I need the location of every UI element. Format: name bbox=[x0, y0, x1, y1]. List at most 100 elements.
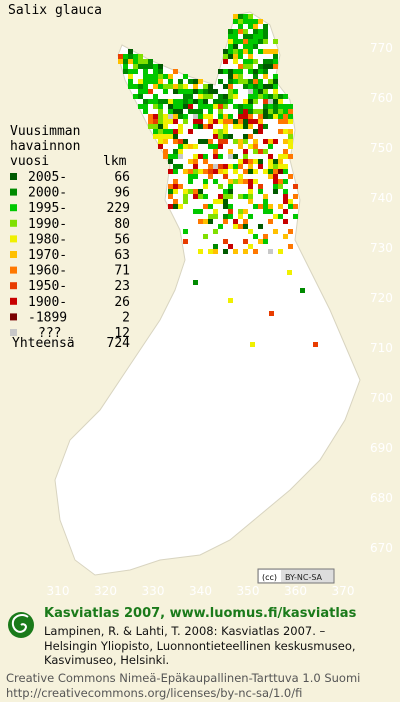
record-cell bbox=[268, 204, 273, 209]
record-cell bbox=[198, 219, 203, 224]
record-cell bbox=[188, 89, 193, 94]
record-cell bbox=[248, 144, 253, 149]
record-cell bbox=[123, 54, 128, 59]
record-cell bbox=[258, 119, 263, 124]
record-cell bbox=[153, 104, 158, 109]
record-cell bbox=[198, 209, 203, 214]
record-cell bbox=[238, 64, 243, 69]
record-cell bbox=[233, 59, 238, 64]
y-grid-label: 730 bbox=[370, 241, 393, 255]
record-cell bbox=[223, 204, 228, 209]
record-cell bbox=[203, 94, 208, 99]
record-cell bbox=[223, 199, 228, 204]
record-cell bbox=[287, 270, 292, 275]
record-cell bbox=[228, 84, 233, 89]
record-cell bbox=[223, 134, 228, 139]
record-cell bbox=[273, 229, 278, 234]
record-cell bbox=[238, 139, 243, 144]
record-cell bbox=[178, 139, 183, 144]
record-cell bbox=[143, 74, 148, 79]
record-cell bbox=[193, 209, 198, 214]
record-cell bbox=[173, 154, 178, 159]
record-cell bbox=[183, 119, 188, 124]
record-cell bbox=[248, 69, 253, 74]
record-cell bbox=[253, 159, 258, 164]
record-cell bbox=[218, 104, 223, 109]
record-cell bbox=[143, 99, 148, 104]
record-cell bbox=[208, 94, 213, 99]
record-cell bbox=[243, 249, 248, 254]
y-grid-label: 680 bbox=[370, 491, 393, 505]
record-cell bbox=[278, 214, 283, 219]
legend-count: 12 bbox=[114, 326, 130, 341]
record-cell bbox=[238, 174, 243, 179]
record-cell bbox=[238, 159, 243, 164]
record-cell bbox=[218, 224, 223, 229]
record-cell bbox=[228, 298, 233, 303]
record-cell bbox=[223, 169, 228, 174]
record-cell bbox=[213, 89, 218, 94]
record-cell bbox=[288, 104, 293, 109]
record-cell bbox=[273, 49, 278, 54]
y-grid-label: 690 bbox=[370, 441, 393, 455]
x-grid-label: 320 bbox=[94, 584, 117, 598]
legend-count: 71 bbox=[114, 264, 130, 279]
legend-column: vuosi bbox=[10, 154, 49, 169]
record-cell bbox=[243, 14, 248, 19]
record-cell bbox=[263, 149, 268, 154]
record-cell bbox=[263, 199, 268, 204]
record-cell bbox=[163, 74, 168, 79]
record-cell bbox=[198, 169, 203, 174]
record-cell bbox=[168, 169, 173, 174]
record-cell bbox=[263, 39, 268, 44]
record-cell bbox=[138, 54, 143, 59]
record-cell bbox=[193, 124, 198, 129]
record-cell bbox=[258, 64, 263, 69]
record-cell bbox=[158, 79, 163, 84]
record-cell bbox=[228, 209, 233, 214]
legend-count: 2 bbox=[122, 310, 130, 325]
record-cell bbox=[243, 194, 248, 199]
record-cell bbox=[213, 154, 218, 159]
legend-label: 1970- bbox=[28, 248, 67, 263]
record-cell bbox=[213, 129, 218, 134]
record-cell bbox=[243, 99, 248, 104]
record-cell bbox=[208, 249, 213, 254]
record-cell bbox=[168, 119, 173, 124]
record-cell bbox=[163, 134, 168, 139]
y-grid-label: 670 bbox=[370, 541, 393, 555]
record-cell bbox=[188, 79, 193, 84]
record-cell bbox=[288, 174, 293, 179]
record-cell bbox=[208, 164, 213, 169]
record-cell bbox=[188, 94, 193, 99]
record-cell bbox=[243, 159, 248, 164]
record-cell bbox=[223, 104, 228, 109]
record-cell bbox=[253, 144, 258, 149]
record-cell bbox=[183, 94, 188, 99]
record-cell bbox=[183, 74, 188, 79]
record-cell bbox=[263, 89, 268, 94]
legend-count: 80 bbox=[114, 217, 130, 232]
record-cell bbox=[238, 74, 243, 79]
record-cell bbox=[118, 54, 123, 59]
record-cell bbox=[258, 204, 263, 209]
record-cell bbox=[173, 119, 178, 124]
record-cell bbox=[233, 49, 238, 54]
record-cell bbox=[268, 174, 273, 179]
record-cell bbox=[238, 24, 243, 29]
record-cell bbox=[253, 79, 258, 84]
record-cell bbox=[268, 114, 273, 119]
record-cell bbox=[218, 99, 223, 104]
record-cell bbox=[263, 29, 268, 34]
record-cell bbox=[213, 119, 218, 124]
legend-count: 66 bbox=[114, 170, 130, 185]
record-cell bbox=[243, 134, 248, 139]
record-cell bbox=[278, 94, 283, 99]
record-cell bbox=[243, 149, 248, 154]
x-grid-label: 310 bbox=[47, 584, 70, 598]
record-cell bbox=[278, 249, 283, 254]
record-cell bbox=[248, 214, 253, 219]
record-cell bbox=[208, 169, 213, 174]
record-cell bbox=[248, 34, 253, 39]
record-cell bbox=[253, 249, 258, 254]
